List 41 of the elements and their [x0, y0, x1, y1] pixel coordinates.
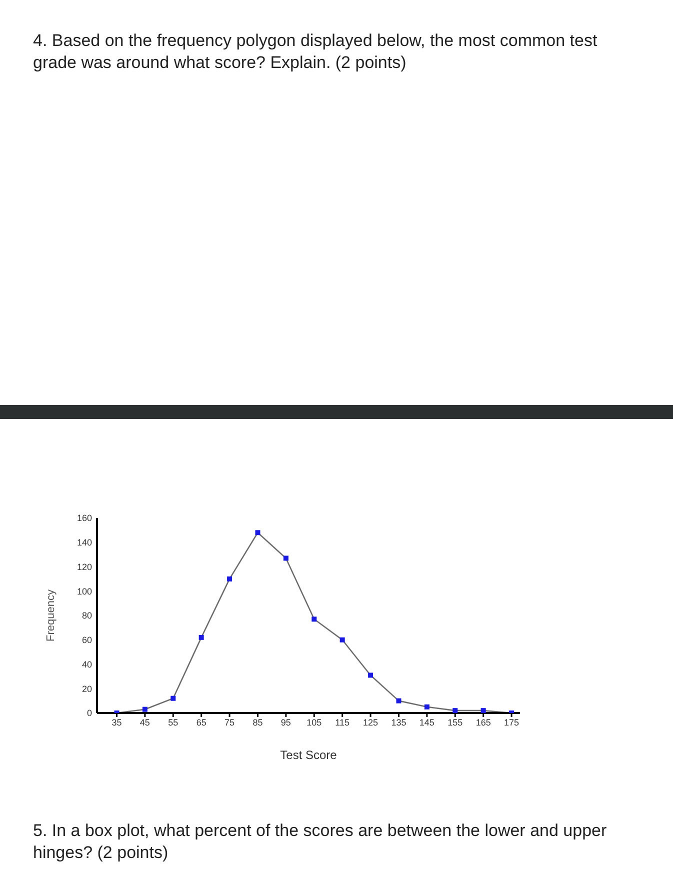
x-tick-label: 45 [140, 717, 150, 728]
x-tick-label: 95 [280, 717, 291, 728]
y-tick-label: 120 [76, 562, 92, 572]
y-tick-label: 60 [82, 635, 92, 646]
x-tick-label: 65 [196, 717, 206, 728]
text: 5. In a box plot, what percent of the scores are between the lower and upper hinges? (2 points) [33, 820, 608, 864]
x-tick-label: 125 [363, 717, 378, 728]
y-tick-label: 80 [82, 610, 92, 621]
y-axis-title: Frequency [44, 589, 57, 642]
point [227, 576, 232, 582]
x-tick-label: 85 [252, 717, 263, 728]
x-tick-label: 165 [476, 717, 491, 728]
point [142, 706, 148, 712]
point [255, 530, 260, 536]
x-tick-label: 155 [448, 717, 463, 728]
point [283, 556, 288, 561]
x-tick-label: 35 [112, 717, 122, 728]
point [340, 637, 345, 642]
point [480, 708, 486, 713]
x-tick-label: 145 [419, 717, 434, 728]
y-tick-label: 0 [86, 708, 92, 718]
y-tick-label: 20 [82, 684, 92, 694]
x-axis-title: Test Score [280, 748, 338, 762]
x-tick-label: 105 [306, 717, 322, 728]
x-tick-label: 115 [335, 717, 350, 728]
y-tick-label: 100 [76, 586, 92, 596]
chart-title: 4. Based on the frequency polygon displayed below, the most common test grade was around what score? Explain. (2 points) [33, 30, 598, 74]
x-tick-label: 75 [224, 717, 235, 728]
y-tick-label: 40 [82, 659, 92, 670]
x-tick-label: 55 [168, 717, 178, 728]
x-tick-label: 175 [504, 717, 520, 728]
point [368, 672, 374, 678]
point [424, 704, 430, 710]
point [312, 616, 317, 622]
x-tick-label: 135 [391, 717, 406, 728]
point [198, 634, 204, 640]
y-tick-label: 140 [76, 538, 92, 548]
point [396, 698, 402, 704]
point [170, 696, 176, 701]
point [452, 708, 458, 713]
y-tick-label: 160 [76, 513, 92, 524]
